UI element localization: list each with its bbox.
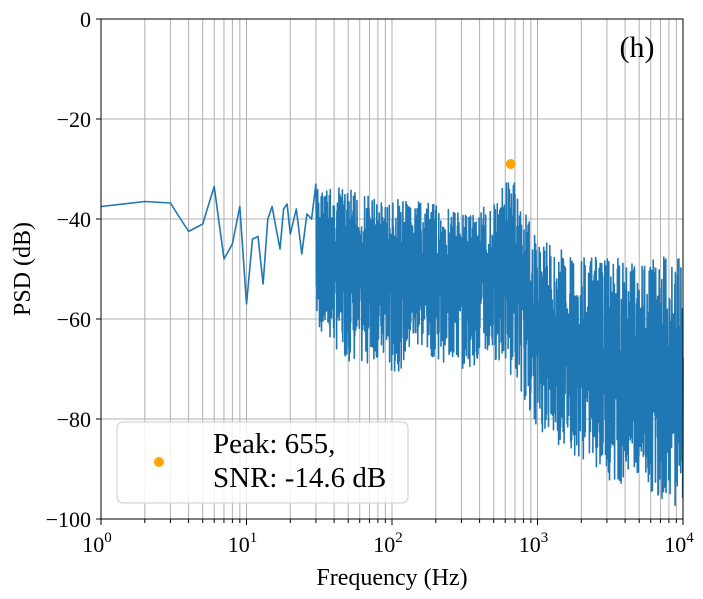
x-tick-exponent: 3 [541,530,549,546]
legend: Peak: 655, SNR: -14.6 dB [116,421,409,504]
legend-line-2: SNR: -14.6 dB [213,462,386,494]
y-tick-label: −20 [57,107,91,132]
y-tick-label: −80 [57,407,91,432]
legend-peak-marker [154,457,164,467]
x-axis-label: Frequency (Hz) [316,565,467,591]
y-axis-label: PSD (dB) [10,222,36,316]
psd-series-line [100,182,684,506]
panel-label: (h) [620,31,655,64]
legend-box [116,421,409,504]
plot-area [100,159,684,506]
x-tick-exponent: 1 [250,530,258,546]
legend-line-1: Peak: 655, [213,428,335,460]
peak-marker [505,159,516,169]
x-tick-exponent: 0 [104,530,112,546]
x-tick-exponent: 4 [686,530,694,546]
y-tick-label: 0 [80,7,91,32]
y-tick-label: −60 [57,307,91,332]
y-tick-label: −100 [46,507,91,532]
y-tick-label: −40 [57,207,91,232]
x-tick-exponent: 2 [395,530,403,546]
